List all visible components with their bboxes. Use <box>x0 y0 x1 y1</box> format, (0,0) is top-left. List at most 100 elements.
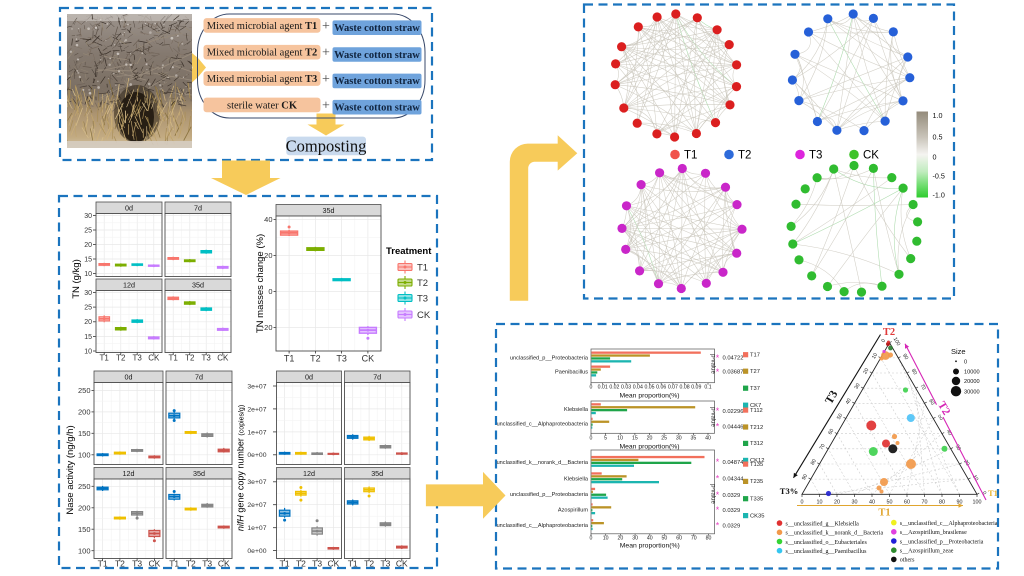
svg-text:40: 40 <box>647 536 653 542</box>
svg-text:T1: T1 <box>878 508 890 519</box>
svg-text:TN masses change (%): TN masses change (%) <box>255 234 266 333</box>
svg-text:others: others <box>900 558 915 564</box>
svg-text:0.1: 0.1 <box>704 385 711 391</box>
svg-text:CK: CK <box>417 310 431 321</box>
svg-text:*: * <box>716 422 720 432</box>
svg-text:T2: T2 <box>883 327 895 338</box>
svg-text:-20: -20 <box>262 323 273 332</box>
svg-text:Composting: Composting <box>286 136 367 155</box>
svg-text:T2: T2 <box>738 150 751 162</box>
svg-text:unclassified_c__Alphaproteobac: unclassified_c__Alphaproteobacteria <box>497 523 589 529</box>
svg-text:250: 250 <box>78 482 91 491</box>
svg-text:+: + <box>322 46 330 61</box>
svg-text:3e+07: 3e+07 <box>247 383 266 390</box>
svg-text:7d: 7d <box>373 372 381 381</box>
svg-text:s__unclassified_k__norank_d__B: s__unclassified_k__norank_d__Bacteria <box>786 530 884 537</box>
svg-text:80: 80 <box>706 536 712 542</box>
svg-text:*: * <box>716 490 720 500</box>
svg-text:CK12: CK12 <box>750 458 765 464</box>
svg-text:5: 5 <box>604 436 607 442</box>
svg-text:*: * <box>716 367 720 377</box>
svg-text:-0.5: -0.5 <box>933 172 945 181</box>
svg-text:*: * <box>716 505 720 515</box>
svg-text:+: + <box>322 19 330 34</box>
svg-text:Waste cotton straw: Waste cotton straw <box>334 23 420 34</box>
svg-text:unclassified_k__norank_d__Bact: unclassified_k__norank_d__Bacteria <box>497 460 589 466</box>
svg-text:30: 30 <box>676 436 682 442</box>
svg-text:CK: CK <box>217 354 229 363</box>
svg-text:T1: T1 <box>284 354 295 364</box>
svg-text:Size: Size <box>951 347 966 356</box>
svg-text:40: 40 <box>264 215 272 224</box>
svg-text:T3: T3 <box>202 559 212 569</box>
svg-text:0.02296: 0.02296 <box>723 409 744 415</box>
svg-text:Waste cotton straw: Waste cotton straw <box>334 76 420 87</box>
svg-text:s__Azospirillum_zeae: s__Azospirillum_zeae <box>900 549 954 555</box>
svg-text:Mean proportion(%): Mean proportion(%) <box>619 393 679 400</box>
svg-text:CK: CK <box>148 354 160 363</box>
svg-text:100: 100 <box>78 450 91 459</box>
svg-text:0d: 0d <box>125 203 133 212</box>
svg-text:T2: T2 <box>364 559 374 569</box>
svg-text:T2: T2 <box>417 278 428 289</box>
svg-text:80: 80 <box>939 500 945 506</box>
svg-text:CK: CK <box>327 559 339 569</box>
svg-text:Waste cotton straw: Waste cotton straw <box>334 50 420 61</box>
svg-text:p-value: p-value <box>710 484 716 504</box>
svg-text:s__unclassified_g__Klebsiella: s__unclassified_g__Klebsiella <box>786 520 860 527</box>
svg-text:Mixed microbial agent T2: Mixed microbial agent T2 <box>207 48 318 59</box>
svg-text:10: 10 <box>617 436 623 442</box>
svg-text:CK35: CK35 <box>750 513 765 519</box>
svg-text:7d: 7d <box>195 372 203 381</box>
svg-text:30000: 30000 <box>964 389 980 395</box>
svg-text:CK: CK <box>148 559 160 569</box>
svg-text:0: 0 <box>268 287 272 296</box>
svg-text:CK7: CK7 <box>750 403 761 409</box>
svg-text:80: 80 <box>910 368 918 376</box>
svg-text:20000: 20000 <box>964 379 980 385</box>
svg-text:T3: T3 <box>132 559 142 569</box>
svg-text:15: 15 <box>632 436 638 442</box>
svg-text:T3: T3 <box>133 354 143 363</box>
svg-text:30: 30 <box>632 536 638 542</box>
svg-text:CK: CK <box>362 354 375 364</box>
svg-text:70: 70 <box>819 443 827 451</box>
svg-text:20: 20 <box>264 251 272 260</box>
svg-text:T212: T212 <box>750 425 763 431</box>
svg-text:0: 0 <box>981 491 988 497</box>
svg-text:0.04874: 0.04874 <box>723 460 745 466</box>
svg-text:s__unclassified_p__Proteobacte: s__unclassified_p__Proteobacteria <box>900 538 984 545</box>
svg-text:1e+07: 1e+07 <box>247 525 266 532</box>
svg-text:150: 150 <box>78 429 91 438</box>
svg-text:60: 60 <box>827 428 835 436</box>
svg-text:-1.0: -1.0 <box>933 191 945 200</box>
svg-text:70: 70 <box>919 383 927 391</box>
svg-text:Klebsiella: Klebsiella <box>564 476 589 482</box>
svg-text:30: 30 <box>854 382 862 390</box>
svg-text:*: * <box>716 457 720 467</box>
svg-text:0: 0 <box>590 385 593 391</box>
svg-text:0: 0 <box>590 436 593 442</box>
svg-text:10: 10 <box>817 500 823 506</box>
svg-text:T2: T2 <box>186 559 196 569</box>
svg-text:60: 60 <box>904 500 910 506</box>
svg-text:90: 90 <box>901 353 909 361</box>
svg-text:Mixed microbial agent T1: Mixed microbial agent T1 <box>207 21 318 32</box>
svg-text:+: + <box>322 98 330 113</box>
svg-text:0.0329: 0.0329 <box>723 493 741 499</box>
svg-text:0d: 0d <box>125 372 133 381</box>
svg-text:40: 40 <box>869 500 875 506</box>
svg-text:35d: 35d <box>323 206 335 215</box>
svg-text:Klebsiella: Klebsiella <box>564 407 589 413</box>
svg-text:*: * <box>716 474 720 484</box>
svg-text:Treatment: Treatment <box>386 246 432 257</box>
svg-text:30: 30 <box>84 290 92 297</box>
svg-text:s__unclassified_o__Eubacterial: s__unclassified_o__Eubacteriales <box>786 539 868 546</box>
svg-text:T1: T1 <box>417 262 428 273</box>
svg-text:20: 20 <box>618 536 624 542</box>
svg-text:*: * <box>716 520 720 530</box>
svg-text:60: 60 <box>927 398 935 406</box>
svg-text:25: 25 <box>661 436 667 442</box>
svg-text:10: 10 <box>603 536 609 542</box>
svg-text:35d: 35d <box>192 280 204 289</box>
